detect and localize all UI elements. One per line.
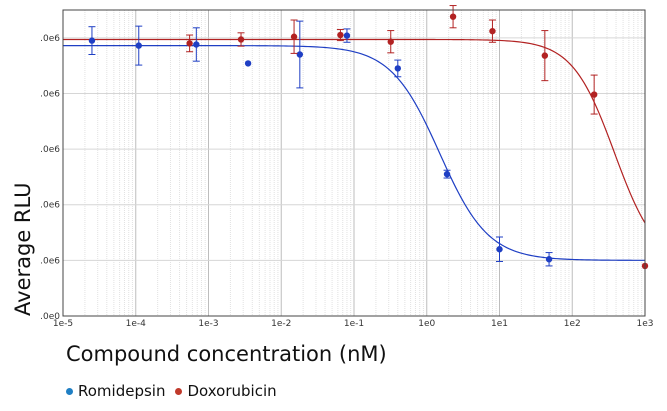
legend-label-romidepsin: Romidepsin — [78, 382, 166, 400]
x-tick-label: 1e-5 — [53, 319, 73, 329]
x-tick-label: 1e-4 — [126, 319, 147, 329]
x-tick-label: 1e3 — [637, 319, 654, 329]
data-point-doxorubicin — [590, 91, 598, 98]
plot-frame — [62, 9, 646, 317]
legend-label-doxorubicin: Doxorubicin — [187, 382, 277, 400]
x-axis-label: Compound concentration (nM) — [66, 342, 387, 366]
legend-item-doxorubicin: Doxorubicin — [175, 382, 277, 400]
x-tick-labels: 1e-5 1e-4 1e-3 1e-2 1e-1 1e0 1e1 1e2 1e3 — [53, 319, 654, 329]
data-point-doxorubicin — [337, 31, 344, 39]
fit-curve-doxorubicin — [63, 38, 646, 224]
y-tick-label: .0e6 — [40, 201, 60, 211]
data-point-doxorubicin — [186, 40, 193, 47]
data-point-doxorubicin — [489, 27, 496, 35]
data-point-romidepsin — [244, 60, 252, 67]
data-point-romidepsin — [394, 65, 401, 72]
legend-marker-doxorubicin — [175, 387, 183, 395]
x-tick-label: 1e-1 — [344, 319, 364, 329]
data-point-romidepsin — [135, 42, 142, 49]
data-point-romidepsin — [296, 51, 304, 58]
x-tick-label: 1e1 — [491, 319, 508, 329]
data-point-romidepsin — [443, 170, 451, 178]
x-tick-label: 1e-2 — [271, 319, 291, 329]
data-point-romidepsin — [545, 256, 553, 263]
y-tick-label: .0e0 — [40, 312, 60, 322]
y-tick-label: .0e6 — [40, 89, 60, 99]
y-tick-labels: .0e6 .0e6 .0e6 .0e6 .0e6 .0e0 — [40, 34, 60, 322]
x-tick-label: 1e2 — [564, 319, 581, 329]
data-point-doxorubicin — [237, 36, 245, 43]
data-point-doxorubicin — [541, 52, 549, 59]
x-tick-label: 1e-3 — [198, 319, 218, 329]
legend: Romidepsin Doxorubicin — [66, 382, 277, 400]
data-point-romidepsin — [193, 41, 200, 48]
y-tick-label: .0e6 — [40, 256, 60, 266]
y-axis-label: Average RLU — [11, 182, 35, 316]
data-point-doxorubicin — [387, 38, 394, 45]
x-tick-label: 1e0 — [418, 319, 435, 329]
data-point-romidepsin — [343, 32, 351, 39]
y-tick-label: .0e6 — [40, 34, 60, 44]
data-point-doxorubicin — [449, 13, 457, 20]
legend-item-romidepsin: Romidepsin — [66, 382, 165, 400]
data-point-doxorubicin — [290, 33, 298, 40]
data-points — [88, 5, 649, 270]
y-tick-label: .0e6 — [40, 145, 60, 155]
data-point-romidepsin — [496, 246, 503, 253]
grid — [62, 10, 645, 316]
data-point-romidepsin — [88, 37, 96, 44]
legend-marker-romidepsin — [66, 387, 73, 395]
